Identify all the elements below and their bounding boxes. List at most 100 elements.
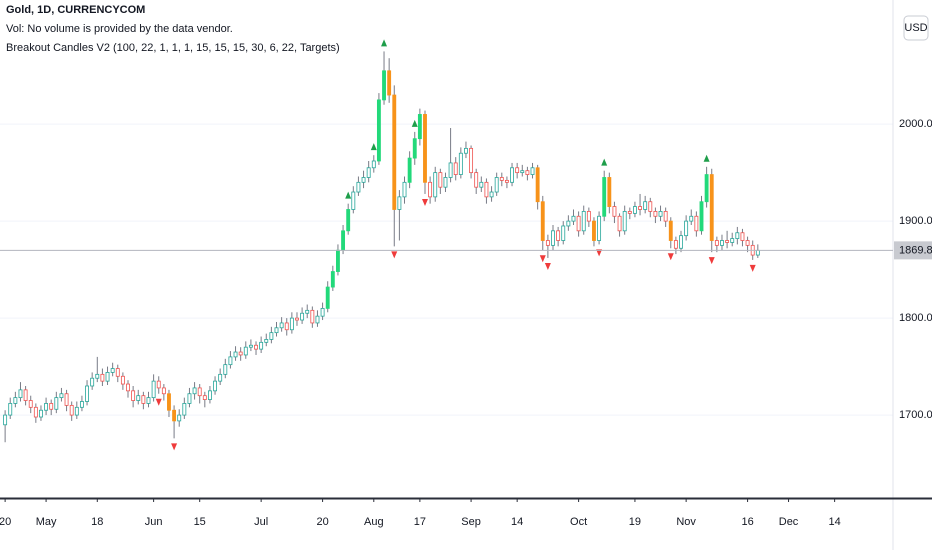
x-tick-label: Oct <box>570 516 587 528</box>
candle-body <box>54 397 59 410</box>
candle-body <box>428 181 433 198</box>
candle-body <box>39 409 43 418</box>
candle-body <box>627 211 632 214</box>
buy-signal <box>703 154 710 162</box>
candle-body <box>213 380 217 392</box>
y-tick-label: 1700.00 <box>899 409 932 421</box>
candle-body <box>571 215 576 222</box>
candle-body <box>499 177 504 181</box>
candle-body <box>351 191 356 210</box>
currency[interactable]: USD <box>904 22 927 34</box>
candle-body <box>709 174 714 241</box>
x-tick-label: Nov <box>676 516 696 528</box>
x-tick-label: May <box>36 516 57 528</box>
candle-body <box>592 220 596 241</box>
candle-body <box>438 172 443 188</box>
candle-body <box>105 372 110 382</box>
candle-body <box>85 385 89 402</box>
candle-body <box>330 271 335 288</box>
candle-body <box>259 341 264 350</box>
candle-body <box>510 167 514 183</box>
sell-signal <box>544 262 551 270</box>
candle-body <box>673 240 678 249</box>
x-tick-label: 19 <box>629 516 641 528</box>
candle-body <box>387 70 392 96</box>
candle-body <box>115 368 120 377</box>
candle-body <box>699 201 704 232</box>
candle-body <box>494 177 499 193</box>
subtitle: Vol: No volume is provided by the data v… <box>6 23 233 35</box>
candle-body <box>581 211 586 232</box>
candle-body <box>356 181 361 193</box>
sell-signal <box>421 198 428 206</box>
candle-body <box>95 373 100 379</box>
candle-body <box>59 393 64 399</box>
candle-body <box>74 406 79 416</box>
candle-body <box>679 235 683 249</box>
sell-signal <box>667 253 674 261</box>
candle-body <box>663 211 668 222</box>
currency-box[interactable] <box>903 15 929 41</box>
candle-body <box>545 240 550 246</box>
candle-body <box>530 167 535 175</box>
candle-body <box>382 70 386 101</box>
candle-body <box>238 351 243 356</box>
candle-body <box>515 167 520 174</box>
candle-body <box>346 209 351 232</box>
candle-body <box>612 206 617 217</box>
candle-body <box>561 225 566 241</box>
candle-body <box>730 238 735 243</box>
candle-body <box>643 201 648 210</box>
candle-body <box>745 240 750 246</box>
candle-body <box>325 286 330 309</box>
candle-body <box>177 414 182 422</box>
candle-body <box>520 170 525 174</box>
x-tick-label: 14 <box>829 516 841 528</box>
x-tick-label: Aug <box>364 516 384 528</box>
candle-body <box>141 395 146 404</box>
candle-body <box>223 364 228 375</box>
candle-body <box>136 395 141 401</box>
candle-body <box>167 393 171 411</box>
candle-body <box>202 395 207 400</box>
candle-body <box>433 172 438 198</box>
candle-body <box>187 393 192 404</box>
candle-body <box>653 211 658 217</box>
candle-body <box>243 346 248 356</box>
candle-body <box>566 220 571 227</box>
candle-body <box>172 409 177 422</box>
last-price-box <box>894 241 932 260</box>
candle-body <box>397 196 402 210</box>
y-tick-label: 1900.00 <box>899 215 932 227</box>
candle-body <box>648 201 653 212</box>
candle-body <box>315 315 320 324</box>
candle-body <box>228 356 233 366</box>
sell-signal <box>539 255 546 263</box>
candle-body <box>120 375 125 385</box>
candle-body <box>13 397 18 404</box>
candle-body <box>392 94 397 210</box>
candle-body <box>658 211 663 217</box>
candle-body <box>131 390 136 401</box>
candle-body <box>423 114 427 183</box>
candle-body <box>3 414 8 426</box>
candle-body <box>126 383 130 392</box>
candle-body <box>735 232 740 239</box>
candle-body <box>79 401 84 408</box>
candle-body <box>320 308 325 317</box>
candle-body <box>208 390 212 400</box>
sell-signal <box>155 398 162 406</box>
candle-body <box>551 230 555 246</box>
candle-body <box>284 322 289 331</box>
candle-body <box>504 179 509 183</box>
candle-body <box>248 344 253 348</box>
candle-body <box>417 114 422 140</box>
candle-body <box>69 404 74 416</box>
x-tick-label: 18 <box>91 516 103 528</box>
candle-body <box>305 309 310 314</box>
candle-body <box>300 312 305 321</box>
candle-body <box>617 215 622 232</box>
sell-signal <box>391 251 398 259</box>
